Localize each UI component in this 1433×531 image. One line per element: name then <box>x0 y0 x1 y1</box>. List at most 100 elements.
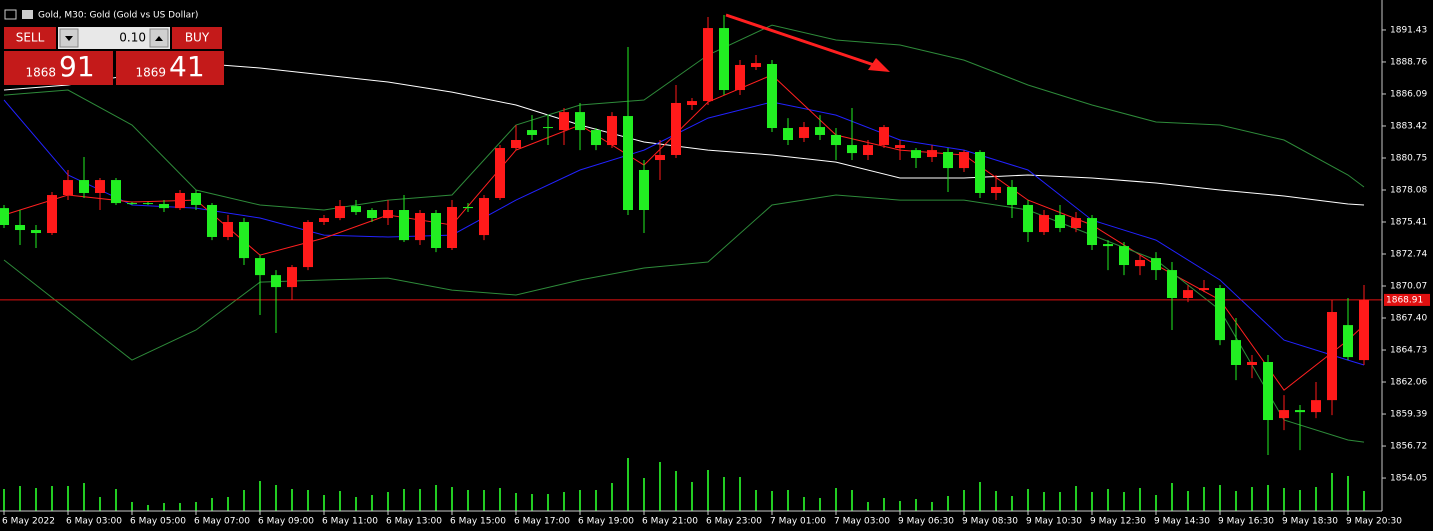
x-tick-label: 6 May 09:00 <box>258 517 314 527</box>
candle-body <box>799 127 809 138</box>
y-tick-label: 1856.72 <box>1390 442 1427 452</box>
volume-bar <box>611 483 613 511</box>
x-tick-label: 9 May 08:30 <box>962 517 1018 527</box>
y-tick-label: 1888.76 <box>1390 57 1427 67</box>
candle-body <box>1167 270 1177 298</box>
x-tick-label: 9 May 20:30 <box>1346 517 1402 527</box>
volume-bar <box>963 490 965 511</box>
x-tick-label: 6 May 23:00 <box>706 517 762 527</box>
y-tick-label: 1870.07 <box>1390 282 1427 292</box>
candle-body <box>1151 258 1161 271</box>
x-tick-label: 6 May 07:00 <box>194 517 250 527</box>
x-tick-label: 6 May 17:00 <box>514 517 570 527</box>
volume-bar <box>115 489 117 511</box>
x-tick-label: 7 May 03:00 <box>834 517 890 527</box>
lot-spinner[interactable] <box>58 27 170 49</box>
candle-body <box>31 230 41 234</box>
candle-body <box>959 151 969 169</box>
volume-bar <box>563 492 565 511</box>
volume-bar <box>1155 495 1157 511</box>
candle-body <box>351 206 361 213</box>
volume-bar <box>99 497 101 511</box>
volume-bar <box>1011 496 1013 511</box>
candle-body <box>383 210 393 219</box>
candle-body <box>15 224 25 231</box>
volume-bar <box>803 497 805 511</box>
candle-body <box>159 204 169 209</box>
indicator-line <box>3 194 1365 443</box>
candle-body <box>1231 340 1241 365</box>
volume-bar <box>1123 492 1125 511</box>
volume-bar <box>163 503 165 511</box>
volume-bar <box>787 490 789 511</box>
volume-bar <box>659 462 661 511</box>
volume-bar <box>979 482 981 511</box>
candle-body <box>895 145 905 149</box>
volume-bar <box>1187 491 1189 511</box>
candle-body <box>783 128 793 141</box>
volume-bar <box>211 498 213 511</box>
candle-body <box>191 192 201 205</box>
volume-bar <box>995 491 997 511</box>
candle-body <box>1359 299 1369 361</box>
candle-body <box>175 192 185 209</box>
candle-body <box>1135 259 1145 267</box>
x-tick-label: 6 May 05:00 <box>130 517 186 527</box>
volume-bar <box>1043 492 1045 511</box>
candle-body <box>719 28 729 91</box>
y-tick-label: 1883.42 <box>1390 121 1427 131</box>
volume-bar <box>1027 489 1029 511</box>
indicator-line <box>3 62 1365 206</box>
candle-body <box>927 150 937 158</box>
candle-body <box>431 213 441 249</box>
volume-bar <box>1091 492 1093 511</box>
x-tick-label: 6 May 2022 <box>2 517 55 527</box>
buy-button[interactable] <box>172 27 222 49</box>
candle-body <box>255 258 265 276</box>
volume-bar <box>355 497 357 511</box>
candle-body <box>671 102 681 155</box>
volume-bar <box>275 485 277 511</box>
candle-body <box>399 210 409 241</box>
x-tick-label: 6 May 19:00 <box>578 517 634 527</box>
volume-bar <box>755 490 757 511</box>
price-label-box <box>1384 293 1430 306</box>
x-tick-label: 6 May 11:00 <box>322 517 378 527</box>
volume-bar <box>675 471 677 511</box>
candle-body <box>1071 218 1081 228</box>
y-tick-label: 1867.40 <box>1390 314 1427 324</box>
y-tick-label: 1864.73 <box>1390 346 1427 356</box>
candle-body <box>815 127 825 135</box>
volume-bar <box>51 486 53 511</box>
volume-bar <box>3 489 5 511</box>
sell-label: SELL <box>16 31 45 45</box>
x-tick-label: 9 May 14:30 <box>1154 517 1210 527</box>
volume-bar <box>291 489 293 511</box>
candle-body <box>511 140 521 149</box>
candle-body <box>655 154 665 161</box>
ask-box[interactable] <box>116 51 224 85</box>
candle-body <box>911 150 921 158</box>
volume-bar <box>739 477 741 511</box>
candle-body <box>591 130 601 146</box>
bid-box[interactable] <box>4 51 113 85</box>
candle-body <box>751 63 761 68</box>
sell-button[interactable] <box>4 27 56 49</box>
volume-bar <box>387 492 389 511</box>
volume-bar <box>1299 490 1301 511</box>
volume-bar <box>1171 483 1173 511</box>
volume-bar <box>1075 486 1077 511</box>
candle-body <box>239 221 249 259</box>
decrease-icon <box>65 36 73 41</box>
volume-bar <box>1331 473 1333 511</box>
candle-body <box>1247 362 1257 365</box>
volume-bar <box>851 490 853 511</box>
ask-small: 41 <box>169 50 205 83</box>
volume-bar <box>451 487 453 511</box>
candle-body <box>607 116 617 146</box>
candle-body <box>1327 312 1337 401</box>
volume-bar <box>1059 492 1061 511</box>
candle-body <box>479 198 489 236</box>
candle-body <box>127 203 137 205</box>
volume-bar <box>419 489 421 511</box>
